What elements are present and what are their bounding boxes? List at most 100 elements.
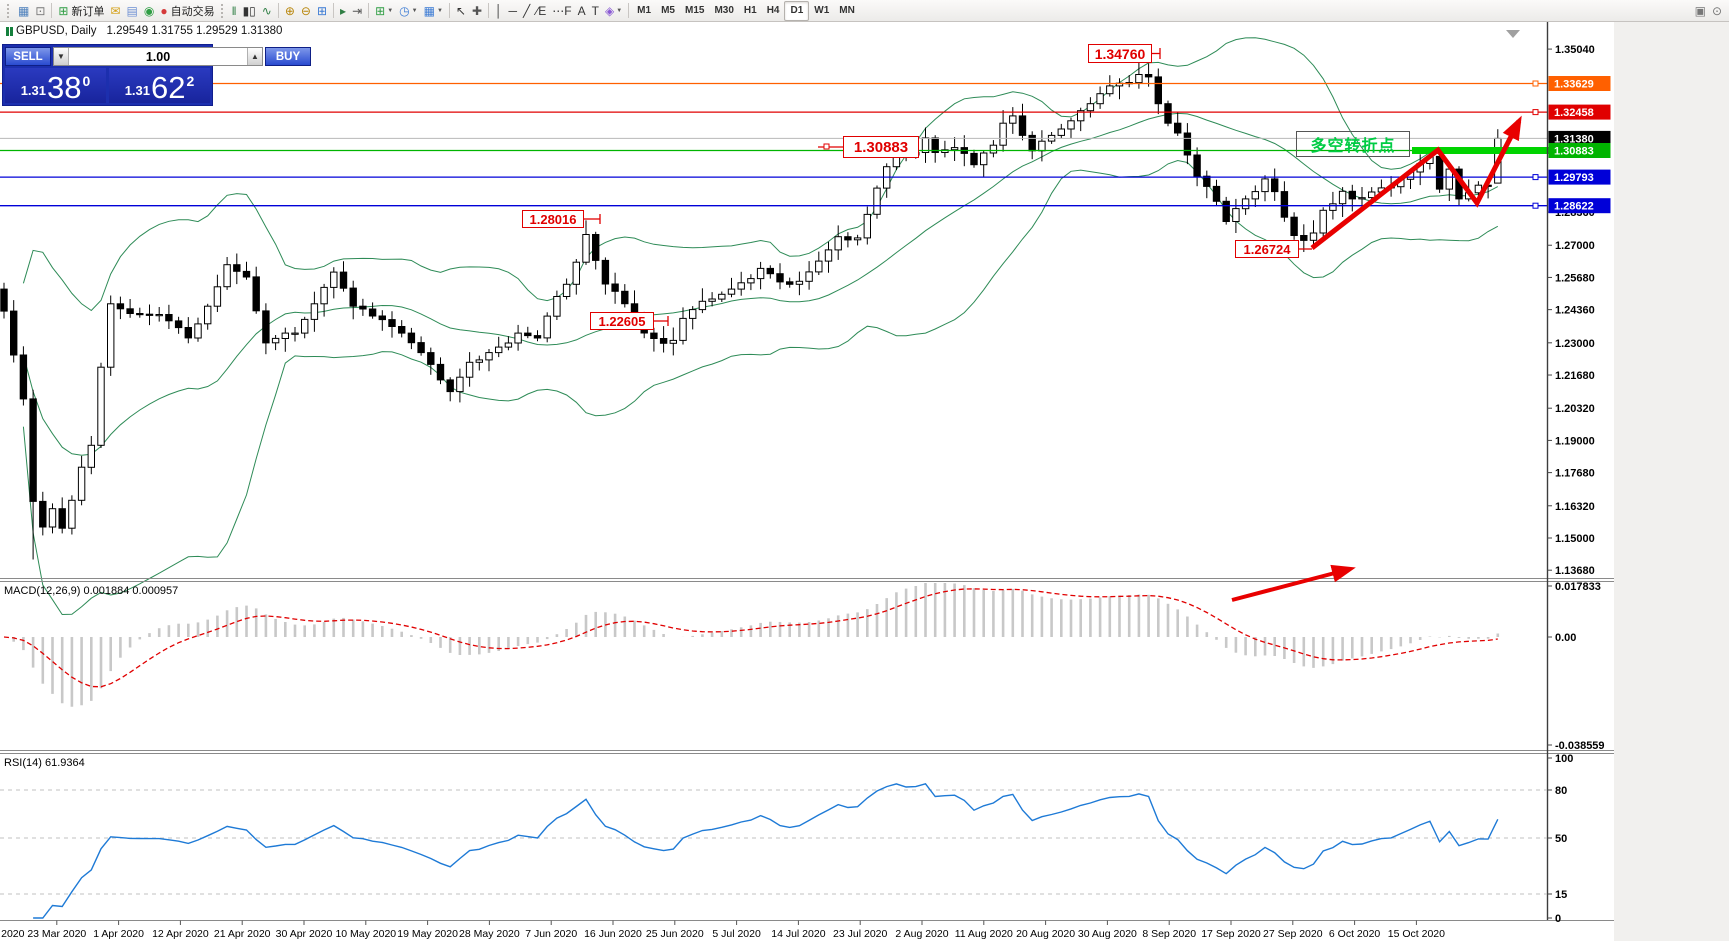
volume-decrease-button[interactable]: ▼ <box>54 48 69 65</box>
mailbox-icon[interactable]: ✉ <box>107 2 123 20</box>
volume-stepper[interactable]: ▼ ▲ <box>53 47 263 66</box>
price-trend-zigzag-arrow[interactable] <box>1310 115 1522 250</box>
templates-icon[interactable]: ▦ ▼ <box>421 2 446 20</box>
candles-layer <box>0 55 1502 560</box>
help-search-icon[interactable]: ⊙ <box>1709 2 1725 20</box>
sell-price-prefix: 1.31 <box>20 83 47 98</box>
trendline-icon[interactable]: ╱ <box>520 2 533 20</box>
cursor-icon: ↖ <box>455 3 466 18</box>
price-label-high[interactable]: 1.34760 <box>1088 44 1152 63</box>
svg-text:1.29793: 1.29793 <box>1554 172 1594 184</box>
crosshair-icon[interactable]: ✚ <box>469 2 485 20</box>
sell-price-display[interactable]: 1.31 38 0 <box>5 68 106 103</box>
horizontal-line-icon[interactable]: ─ <box>506 2 521 20</box>
virtual-hosting-icon: ▤ <box>126 3 138 18</box>
horizontal-lines[interactable] <box>0 80 1558 209</box>
auto-scroll-icon[interactable]: ▸ <box>337 2 349 20</box>
vertical-line-icon[interactable]: │ <box>492 2 506 20</box>
templates-icon: ▦ <box>423 3 435 18</box>
indicators-icon[interactable]: ⊞ ▼ <box>372 2 396 20</box>
svg-text:1.32458: 1.32458 <box>1554 107 1594 119</box>
autotrading-button[interactable]: ● 自动交易 <box>157 2 217 20</box>
virtual-hosting-icon[interactable]: ▤ <box>124 2 141 20</box>
fibonacci-icon[interactable]: ⋯F <box>549 2 574 20</box>
vertical-line-icon: │ <box>495 3 503 18</box>
thick-green-resistance-segment[interactable] <box>1412 147 1558 154</box>
timeframe-mn-button[interactable]: MN <box>839 5 855 16</box>
chevron-down-icon: ▼ <box>436 7 443 14</box>
rsi-pane: RSI(14) 61.9364 100 80 50 15 0 <box>0 753 1573 925</box>
turning-point-label[interactable]: 多空转折点 <box>1296 131 1410 157</box>
chart-profiles-icon[interactable]: ⊡ <box>32 2 48 20</box>
timeframe-h1-button[interactable]: H1 <box>743 5 757 16</box>
volume-input[interactable] <box>69 48 247 65</box>
zoom-out-icon[interactable]: ⊖ <box>298 2 314 20</box>
candlestick-chart-icon[interactable]: ▮▯ <box>240 2 259 20</box>
macd-trend-arrow[interactable] <box>1231 564 1356 602</box>
tile-windows-icon[interactable]: ⊞ <box>314 2 330 20</box>
buy-price-display[interactable]: 1.31 62 2 <box>109 68 210 103</box>
symbol-title: GBPUSD, Daily <box>16 25 97 37</box>
periods-icon[interactable]: ◷ ▼ <box>396 2 420 20</box>
svg-text:-0.038559: -0.038559 <box>1555 740 1605 752</box>
horizontal-line-icon: ─ <box>508 3 518 18</box>
timeframe-d1-button[interactable]: D1 <box>784 0 810 21</box>
text-label-icon[interactable]: T <box>589 2 602 20</box>
svg-text:80: 80 <box>1555 785 1567 797</box>
periods-icon: ◷ <box>399 3 410 18</box>
new-chart-icon[interactable]: ▦ <box>15 2 32 20</box>
line-chart-icon: ∿ <box>261 3 272 18</box>
shapes-icon: ◈ <box>604 3 615 18</box>
chart-shift-marker <box>1506 30 1520 38</box>
chart-shift-icon[interactable]: ⇥ <box>349 2 365 20</box>
buy-button[interactable]: BUY <box>265 47 311 66</box>
shapes-icon[interactable]: ◈ ▼ <box>602 2 625 20</box>
timeframe-w1-button[interactable]: W1 <box>814 5 830 16</box>
macd-pane: MACD(12,26,9) 0.001884 0.000957 0.017833 0… <box>3 564 1605 752</box>
price-label-june-high[interactable]: 1.28016 <box>522 210 584 228</box>
timeframe-m1-button[interactable]: M1 <box>637 5 652 16</box>
trend-annotations[interactable] <box>584 30 1522 326</box>
price-label-resistance[interactable]: 1.30883 <box>843 136 919 158</box>
text-icon[interactable]: A <box>575 2 589 20</box>
line-chart-icon[interactable]: ∿ <box>259 2 275 20</box>
svg-text:0.00: 0.00 <box>1555 632 1576 644</box>
timeframe-h4-button[interactable]: H4 <box>766 5 780 16</box>
symbol-ohlc-values: 1.29549 1.31755 1.29529 1.31380 <box>106 25 283 37</box>
timeframe-m15-button[interactable]: M15 <box>684 5 705 16</box>
svg-text:1.23000: 1.23000 <box>1555 338 1595 350</box>
equidistant-channel-icon[interactable]: ∕E <box>533 2 549 20</box>
tile-windows-icon: ⊞ <box>316 3 328 18</box>
bar-chart-icon: ‖ <box>231 3 237 18</box>
volume-increase-button[interactable]: ▲ <box>247 48 262 65</box>
rsi-indicator-label: RSI(14) 61.9364 <box>4 757 85 769</box>
zoom-in-icon[interactable]: ⊕ <box>282 2 298 20</box>
svg-text:15 Oct 2020: 15 Oct 2020 <box>1388 928 1445 940</box>
timeframe-m30-button[interactable]: M30 <box>714 5 734 16</box>
chart-canvas[interactable]: 1.350401.283601.270001.256801.243601.230… <box>0 22 1729 941</box>
market-news-icon[interactable]: ◉ <box>141 2 157 20</box>
svg-text:17 Sep 2020: 17 Sep 2020 <box>1201 928 1261 940</box>
new-order-button: ⊞ <box>58 3 69 18</box>
svg-text:12 Apr 2020: 12 Apr 2020 <box>152 928 209 940</box>
chart-profiles-icon: ⊡ <box>35 3 46 18</box>
svg-text:1.24360: 1.24360 <box>1555 305 1595 317</box>
price-axis[interactable]: 1.350401.283601.270001.256801.243601.230… <box>1547 44 1611 577</box>
svg-text:1.21680: 1.21680 <box>1555 370 1595 382</box>
svg-text:1.13680: 1.13680 <box>1555 565 1595 577</box>
price-label-june-low[interactable]: 1.22605 <box>590 312 654 330</box>
timeframe-m5-button[interactable]: M5 <box>661 5 675 16</box>
window-dock-icon[interactable]: ▣ <box>1692 2 1709 20</box>
bar-chart-icon[interactable]: ‖ <box>229 2 240 20</box>
toolbar-grip <box>7 3 12 18</box>
svg-text:6 Oct 2020: 6 Oct 2020 <box>1329 928 1381 940</box>
candlestick-chart-icon: ▮▯ <box>242 3 256 18</box>
new-order-button[interactable]: ⊞ 新订单 <box>55 2 107 20</box>
toolbar-separator <box>628 3 630 18</box>
sell-button[interactable]: SELL <box>5 47 51 66</box>
toolbar-separator <box>488 3 490 18</box>
cursor-icon[interactable]: ↖ <box>453 2 469 20</box>
toolbar-separator <box>368 3 370 18</box>
price-label-sep-low[interactable]: 1.26724 <box>1235 240 1299 258</box>
